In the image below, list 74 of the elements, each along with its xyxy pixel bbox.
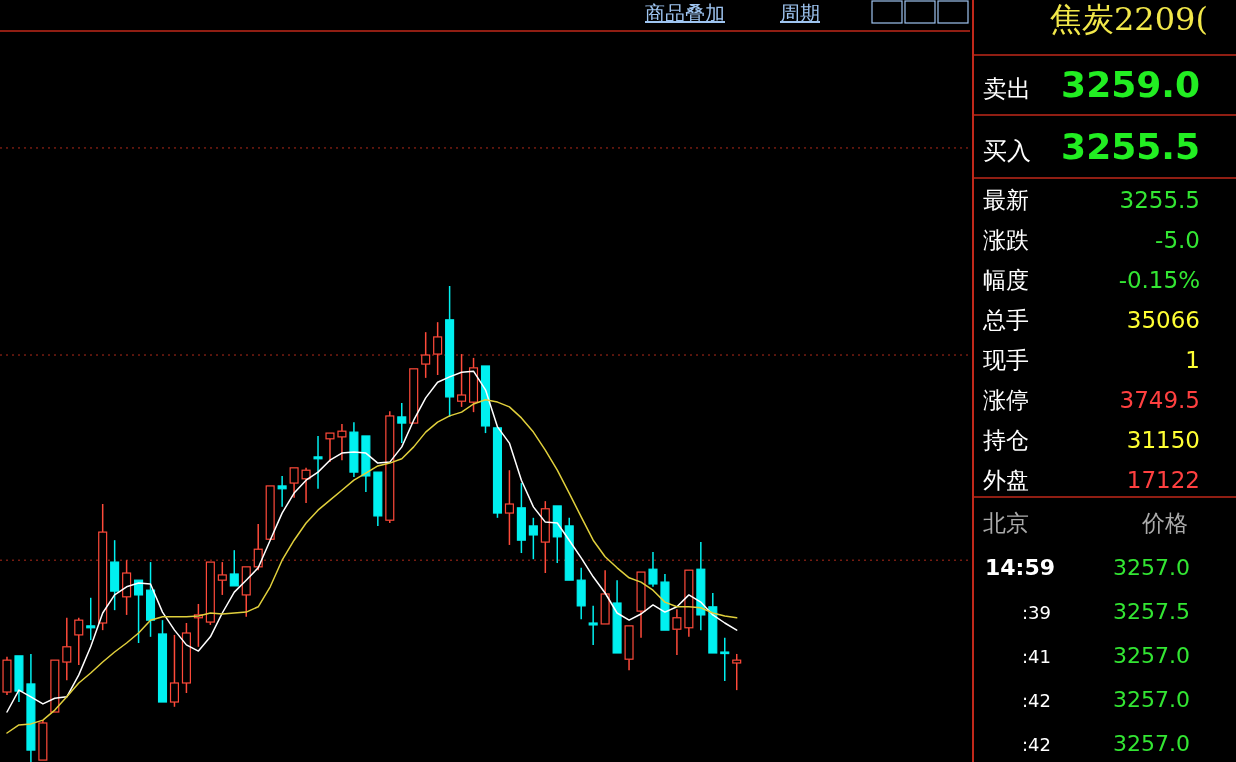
candlestick	[397, 402, 407, 444]
text: 3257.0	[1113, 555, 1190, 580]
candlestick	[385, 410, 395, 524]
candlestick	[564, 517, 574, 581]
text: 持仓	[983, 427, 1029, 453]
text: 最新	[983, 187, 1029, 213]
candlestick	[50, 659, 60, 713]
candlestick	[229, 549, 239, 587]
candlestick	[708, 592, 718, 654]
candlestick	[504, 469, 514, 546]
candlestick	[241, 566, 251, 618]
candlestick	[277, 475, 287, 508]
text: 周期	[780, 1, 820, 25]
candlestick	[588, 605, 598, 646]
candlestick	[720, 637, 730, 682]
candlestick	[349, 421, 359, 478]
text: 买入	[983, 137, 1031, 165]
text: 3257.5	[1113, 599, 1190, 624]
candlestick	[576, 567, 586, 620]
text: 3259.0	[1061, 64, 1200, 105]
candlestick	[445, 285, 455, 418]
text: 31150	[1126, 427, 1200, 453]
text: 商品叠加	[645, 1, 725, 25]
candlestick	[672, 608, 682, 656]
text: 3749.5	[1119, 387, 1200, 413]
candlestick	[624, 625, 634, 671]
candlestick	[26, 653, 36, 762]
text: :42	[1022, 690, 1051, 711]
text: 外盘	[983, 467, 1029, 493]
candlestick	[337, 423, 347, 461]
candlestick	[301, 467, 311, 504]
candlestick	[636, 571, 646, 639]
candlestick	[313, 435, 323, 490]
text: 焦炭2209(	[1050, 0, 1208, 38]
candlestick	[648, 551, 658, 588]
candlestick	[373, 471, 383, 527]
text: 北京	[983, 510, 1029, 536]
text: 14:59	[985, 555, 1056, 580]
candlestick	[325, 432, 335, 463]
text: 涨停	[983, 387, 1029, 413]
text: 现手	[983, 347, 1029, 373]
candlestick	[289, 467, 299, 499]
candlestick	[14, 655, 24, 703]
candlestick	[612, 579, 622, 654]
candlestick	[684, 569, 694, 638]
candlestick	[600, 569, 610, 625]
text: 3255.5	[1119, 187, 1200, 213]
text: 1	[1185, 347, 1200, 373]
candlestick	[265, 485, 275, 540]
text: 17122	[1126, 467, 1200, 493]
text: -0.15%	[1118, 267, 1200, 293]
text: 35066	[1126, 307, 1200, 333]
candlestick	[134, 579, 144, 644]
candlestick	[552, 505, 562, 564]
text: 价格	[1141, 510, 1188, 536]
candlestick	[660, 573, 670, 631]
text: :41	[1022, 646, 1051, 667]
text: 3257.0	[1113, 687, 1190, 712]
text: 幅度	[983, 267, 1029, 293]
candlestick	[409, 368, 419, 424]
text: 3257.0	[1113, 643, 1190, 668]
text: :42	[1022, 734, 1051, 755]
candlestick	[62, 617, 72, 681]
text: 3257.0	[1113, 731, 1190, 756]
text: 3255.5	[1061, 126, 1200, 167]
candlestick	[361, 435, 371, 493]
text: -5.0	[1155, 227, 1200, 253]
candlestick	[696, 541, 706, 631]
text: 总手	[982, 307, 1029, 333]
candlestick	[74, 617, 84, 666]
text: 涨跌	[983, 227, 1029, 253]
text: :39	[1022, 602, 1051, 623]
text: 卖出	[983, 75, 1031, 103]
candlestick	[110, 539, 120, 611]
